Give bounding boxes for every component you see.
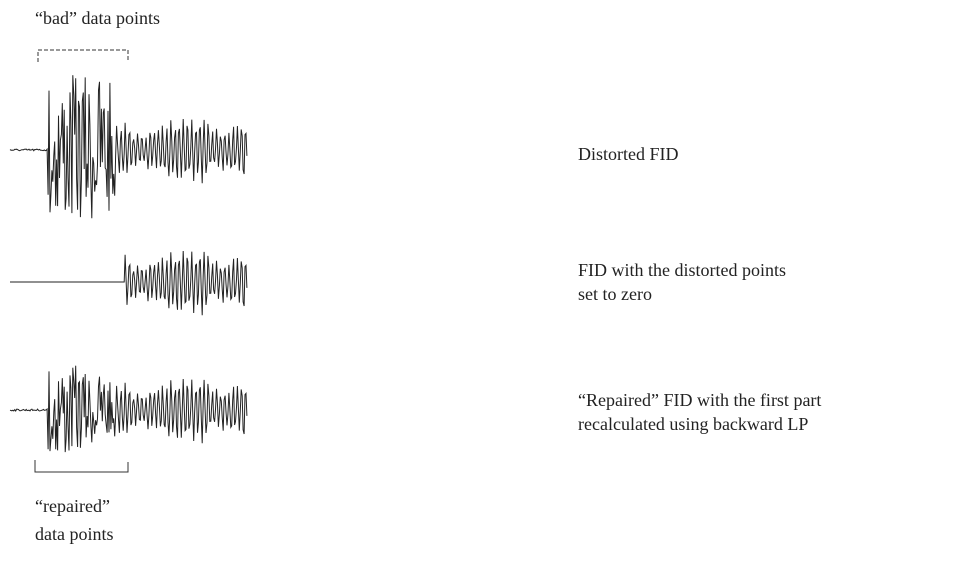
repaired-label: data points [35,524,114,544]
trace-label: Distorted FID [578,144,679,164]
fid-trace [9,365,248,453]
fid-trace [9,75,248,219]
bad-bracket [37,49,129,62]
trace-label: recalculated using backward LP [578,414,808,434]
bad-label: “bad” data points [35,8,160,28]
trace-label: FID with the distorted points [578,260,786,280]
fid-trace [10,250,248,316]
trace-label: “Repaired” FID with the first part [578,390,821,410]
repaired-label: “repaired” [35,496,110,516]
trace-label: set to zero [578,284,652,304]
repaired-bracket [34,460,129,473]
